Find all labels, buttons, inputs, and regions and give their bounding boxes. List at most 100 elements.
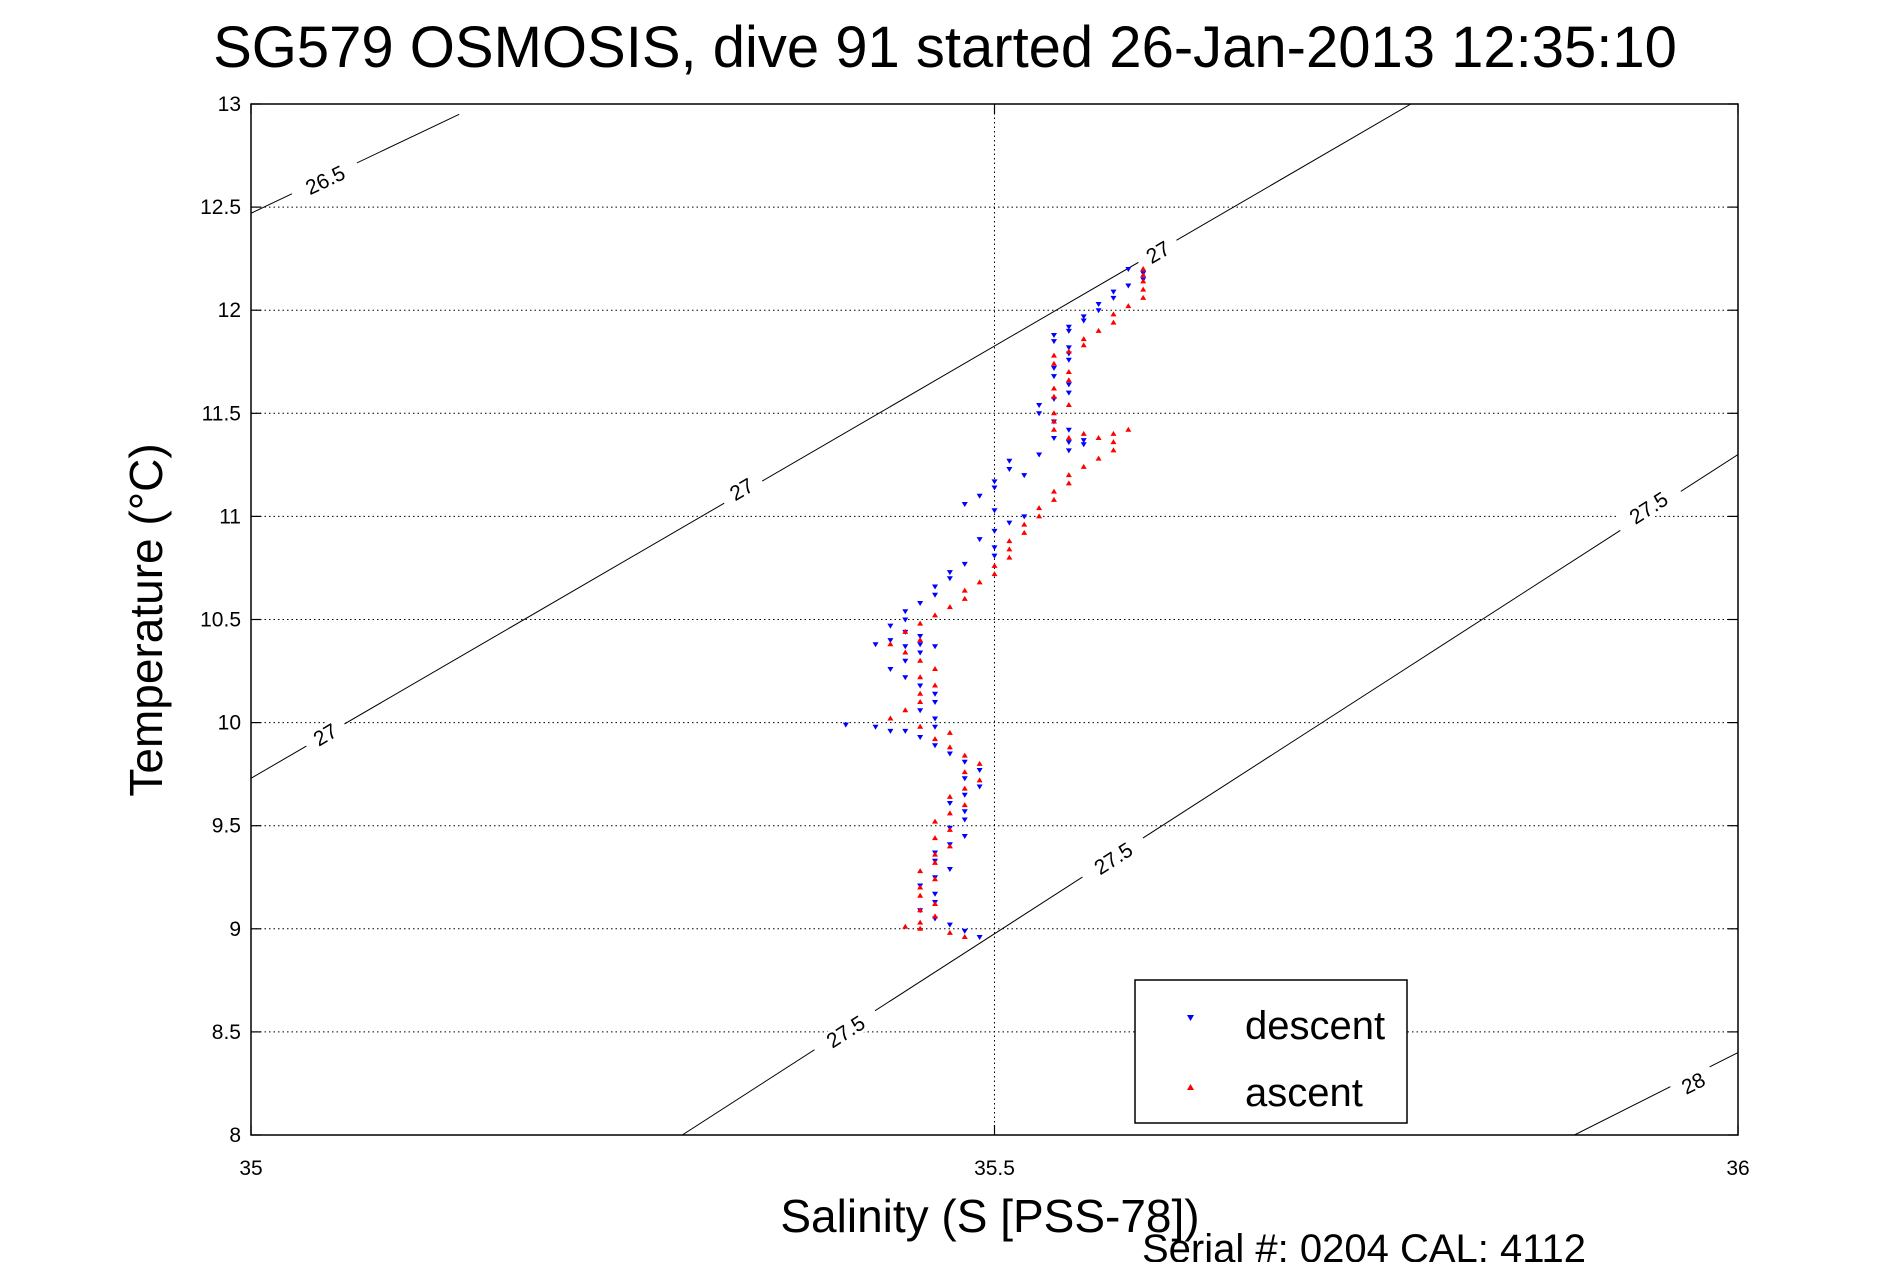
ascent-point (946, 826, 953, 832)
ascent-point (917, 674, 924, 680)
ascent-point (932, 612, 939, 618)
ascent-point (902, 649, 909, 655)
ascent-point (1006, 546, 1013, 552)
ascent-point (976, 777, 983, 783)
descent-point (902, 658, 909, 664)
ascent-point (1125, 426, 1132, 432)
descent-point (1006, 466, 1013, 472)
descent-point (991, 545, 998, 551)
ascent-point (1095, 327, 1102, 333)
ascent-point (946, 793, 953, 799)
legend-ascent-marker (1187, 1084, 1194, 1090)
ascent-point (1080, 336, 1087, 342)
descent-point (932, 743, 939, 749)
ascent-point (1110, 430, 1117, 436)
descent-point (1036, 411, 1043, 417)
ascent-point (1021, 521, 1028, 527)
ascent-point (887, 641, 894, 647)
ascent-point (932, 859, 939, 865)
descent-point (917, 708, 924, 714)
contour-label-bg (1613, 480, 1685, 537)
descent-point (1021, 473, 1028, 479)
contour-label-bg (1134, 232, 1183, 273)
x-tick-label: 35 (239, 1157, 262, 1180)
ascent-point (1065, 348, 1072, 354)
ascent-point (917, 919, 924, 925)
descent-point (946, 867, 953, 873)
y-tick-label: 9 (229, 918, 241, 941)
y-tick-label: 9.5 (212, 815, 241, 838)
descent-point (872, 724, 879, 730)
contour-label-bg (301, 715, 350, 755)
ascent-point (902, 628, 909, 634)
descent-point (1050, 374, 1057, 380)
ascent-point (917, 723, 924, 729)
descent-point (1095, 302, 1102, 308)
descent-point (1065, 324, 1072, 330)
serial-cal-text: Serial #: 0204 CAL: 4112 (1142, 1227, 1586, 1262)
ascent-point (1006, 538, 1013, 544)
descent-point (1110, 289, 1117, 295)
legend-box (1134, 979, 1408, 1124)
descent-point (961, 792, 968, 798)
ascent-point (961, 769, 968, 775)
ascent-point (917, 690, 924, 696)
descent-point (946, 570, 953, 576)
descent-point (932, 592, 939, 598)
ascent-point (946, 929, 953, 935)
descent-point (1065, 427, 1072, 433)
legend: descent ascent (1134, 979, 1408, 1124)
descent-point (1095, 308, 1102, 314)
contour-27 (251, 104, 1412, 779)
descent-point (946, 922, 953, 928)
ascent-point (1050, 488, 1057, 494)
ascent-point (1006, 554, 1013, 560)
descent-point (902, 728, 909, 734)
ascent-point (932, 818, 939, 824)
chart-title: SG579 OSMOSIS, dive 91 started 26-Jan-20… (213, 15, 1677, 80)
ascent-point (1095, 435, 1102, 441)
descent-point (961, 834, 968, 840)
descent-point (991, 485, 998, 491)
contour-label-bg (1669, 1064, 1718, 1103)
ascent-point (917, 698, 924, 704)
ascent-point (1036, 505, 1043, 511)
descent-point (1065, 345, 1072, 351)
descent-point (991, 553, 998, 559)
ascent-point (917, 884, 924, 890)
ascent-point (1065, 435, 1072, 441)
ascent-point (1050, 393, 1057, 399)
legend-ascent-label: ascent (1245, 1071, 1363, 1115)
ascent-point (946, 810, 953, 816)
descent-point (1050, 339, 1057, 345)
descent-point (1080, 314, 1087, 320)
descent-point (961, 809, 968, 815)
descent-point (961, 759, 968, 765)
ascent-point (991, 571, 998, 577)
ascent-point (1050, 426, 1057, 432)
descent-point (917, 633, 924, 639)
descent-point (976, 537, 983, 543)
ascent-point (1050, 360, 1057, 366)
descent-point (887, 728, 894, 734)
descent-point (1080, 438, 1087, 444)
legend-descent-marker (1187, 1015, 1194, 1021)
ascent-point (976, 579, 983, 585)
ascent-point (1021, 529, 1028, 535)
descent-point (961, 817, 968, 823)
descent-point (991, 528, 998, 534)
contour-28 (1574, 1052, 1738, 1135)
descent-point (961, 928, 968, 934)
descent-point (1065, 440, 1072, 446)
contour-label-bg (717, 469, 766, 510)
x-tick-label: 35.5 (974, 1157, 1015, 1180)
descent-point (1065, 390, 1072, 396)
descent-point (961, 561, 968, 567)
ascent-point (946, 604, 953, 610)
descent-point (976, 768, 983, 774)
ascent-point (961, 785, 968, 791)
ascent-point (932, 876, 939, 882)
ascent-point (1140, 286, 1147, 292)
ascent-point (917, 637, 924, 643)
data-points (842, 265, 1147, 941)
